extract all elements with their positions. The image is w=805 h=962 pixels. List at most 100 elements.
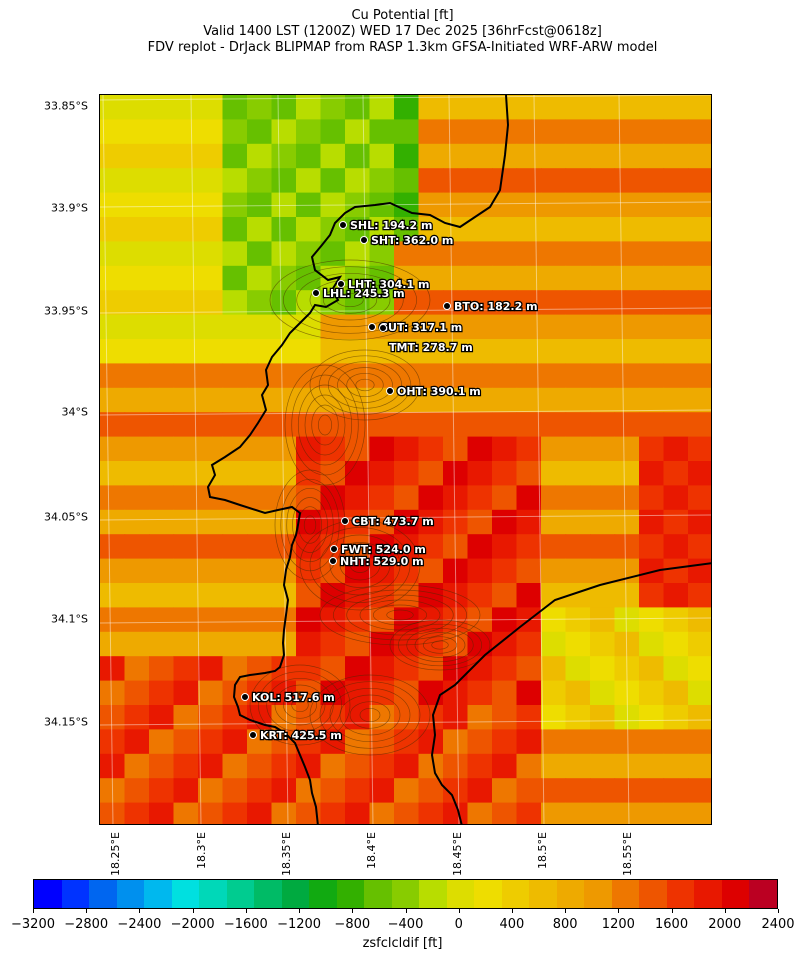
grid-cell <box>688 534 711 560</box>
grid-cell <box>467 461 493 486</box>
grid-cell <box>492 436 518 462</box>
grid-cell <box>394 680 420 706</box>
grid-cell <box>222 168 248 194</box>
grid-cell <box>149 265 175 291</box>
grid-cell <box>565 607 591 633</box>
grid-cell <box>345 802 371 824</box>
grid-cell <box>394 802 420 824</box>
station-label: KRT: 425.5 m <box>260 729 342 742</box>
grid-cell <box>100 778 126 804</box>
grid-cell <box>688 729 711 755</box>
grid-cell <box>320 485 346 511</box>
grid-cell <box>149 680 175 706</box>
map-title-line1: Cu Potential [ft] <box>351 8 454 23</box>
grid-cell <box>124 461 150 486</box>
grid-cell <box>663 534 689 560</box>
grid-cell <box>541 607 567 633</box>
terrain-contour <box>257 671 343 739</box>
grid-cell <box>565 778 591 804</box>
colorbar-segment <box>584 880 612 908</box>
grid-cell <box>467 778 493 804</box>
grid-cell <box>198 436 224 462</box>
grid-cell <box>296 217 322 242</box>
grid-cell <box>590 192 616 218</box>
station-marker <box>360 236 368 244</box>
grid-cell <box>198 412 224 438</box>
grid-cell <box>443 534 469 560</box>
colorbar-segment <box>666 880 695 908</box>
grid-cell <box>443 436 469 462</box>
terrain-contour <box>299 519 421 611</box>
colorbar-tick-mark <box>778 909 779 913</box>
grid-cell <box>492 631 518 657</box>
terrain-contour <box>406 627 474 663</box>
grid-cell <box>173 314 199 340</box>
grid-cell <box>124 485 150 511</box>
grid-cell <box>296 631 322 657</box>
colorbar-tick-label: −2400 <box>117 917 162 932</box>
grid-cell <box>541 558 567 584</box>
grid-cell <box>198 753 224 779</box>
grid-cell <box>663 290 689 316</box>
grid-cell <box>516 119 542 145</box>
grid-cell <box>369 119 395 145</box>
station-label: NHT: 529.0 m <box>340 555 424 568</box>
grid-cell <box>639 656 665 682</box>
grid-cell <box>565 753 591 779</box>
grid-cell <box>100 339 126 364</box>
grid-cell <box>149 192 175 218</box>
longitude-label: 18.25°E <box>109 832 122 876</box>
colorbar-segment <box>336 880 365 908</box>
colorbar-tick-mark <box>139 909 141 913</box>
grid-cell <box>149 168 175 194</box>
grid-cell <box>149 534 175 560</box>
grid-cell <box>443 95 469 120</box>
grid-cell <box>394 314 420 340</box>
grid-cell <box>124 631 150 657</box>
grid-cell <box>443 387 469 413</box>
grid-cell <box>688 436 711 462</box>
grid-cell <box>173 387 199 413</box>
grid-cell <box>688 192 711 218</box>
grid-cell <box>394 363 420 389</box>
grid-cell <box>100 241 126 267</box>
terrain-contour <box>309 279 391 321</box>
grid-cell <box>565 631 591 657</box>
grid-cell <box>663 363 689 389</box>
grid-cell <box>541 412 567 438</box>
grid-cell <box>173 705 199 730</box>
grid-cell <box>100 363 126 389</box>
grid-cell <box>492 705 518 730</box>
grid-cell <box>222 729 248 755</box>
grid-cell <box>394 436 420 462</box>
grid-cell <box>222 339 248 364</box>
latitude-label: 34.15°S <box>44 715 88 729</box>
grid-cell <box>663 265 689 291</box>
grid-cell <box>369 241 395 267</box>
grid-cell <box>320 314 346 340</box>
grid-cell <box>418 290 444 316</box>
grid-cell <box>198 241 224 267</box>
grid-cell <box>198 95 224 120</box>
grid-cell <box>247 265 273 291</box>
grid-cell <box>590 412 616 438</box>
latitude-label: 33.85°S <box>44 99 88 113</box>
grid-cell <box>590 558 616 584</box>
grid-cell <box>100 95 126 120</box>
grid-cell <box>271 119 297 145</box>
grid-cell <box>516 290 542 316</box>
grid-cell <box>320 143 346 169</box>
grid-cell <box>418 705 444 730</box>
grid-cell <box>198 119 224 145</box>
grid-cell <box>541 241 567 267</box>
grid-cell <box>394 217 420 242</box>
grid-cell <box>247 119 273 145</box>
grid-cell <box>173 241 199 267</box>
terrain-contour <box>322 286 378 314</box>
grid-cell <box>296 168 322 194</box>
grid-cell <box>100 412 126 438</box>
grid-cell <box>663 583 689 608</box>
station-marker <box>368 323 376 331</box>
grid-cell <box>590 436 616 462</box>
grid-cell <box>247 753 273 779</box>
